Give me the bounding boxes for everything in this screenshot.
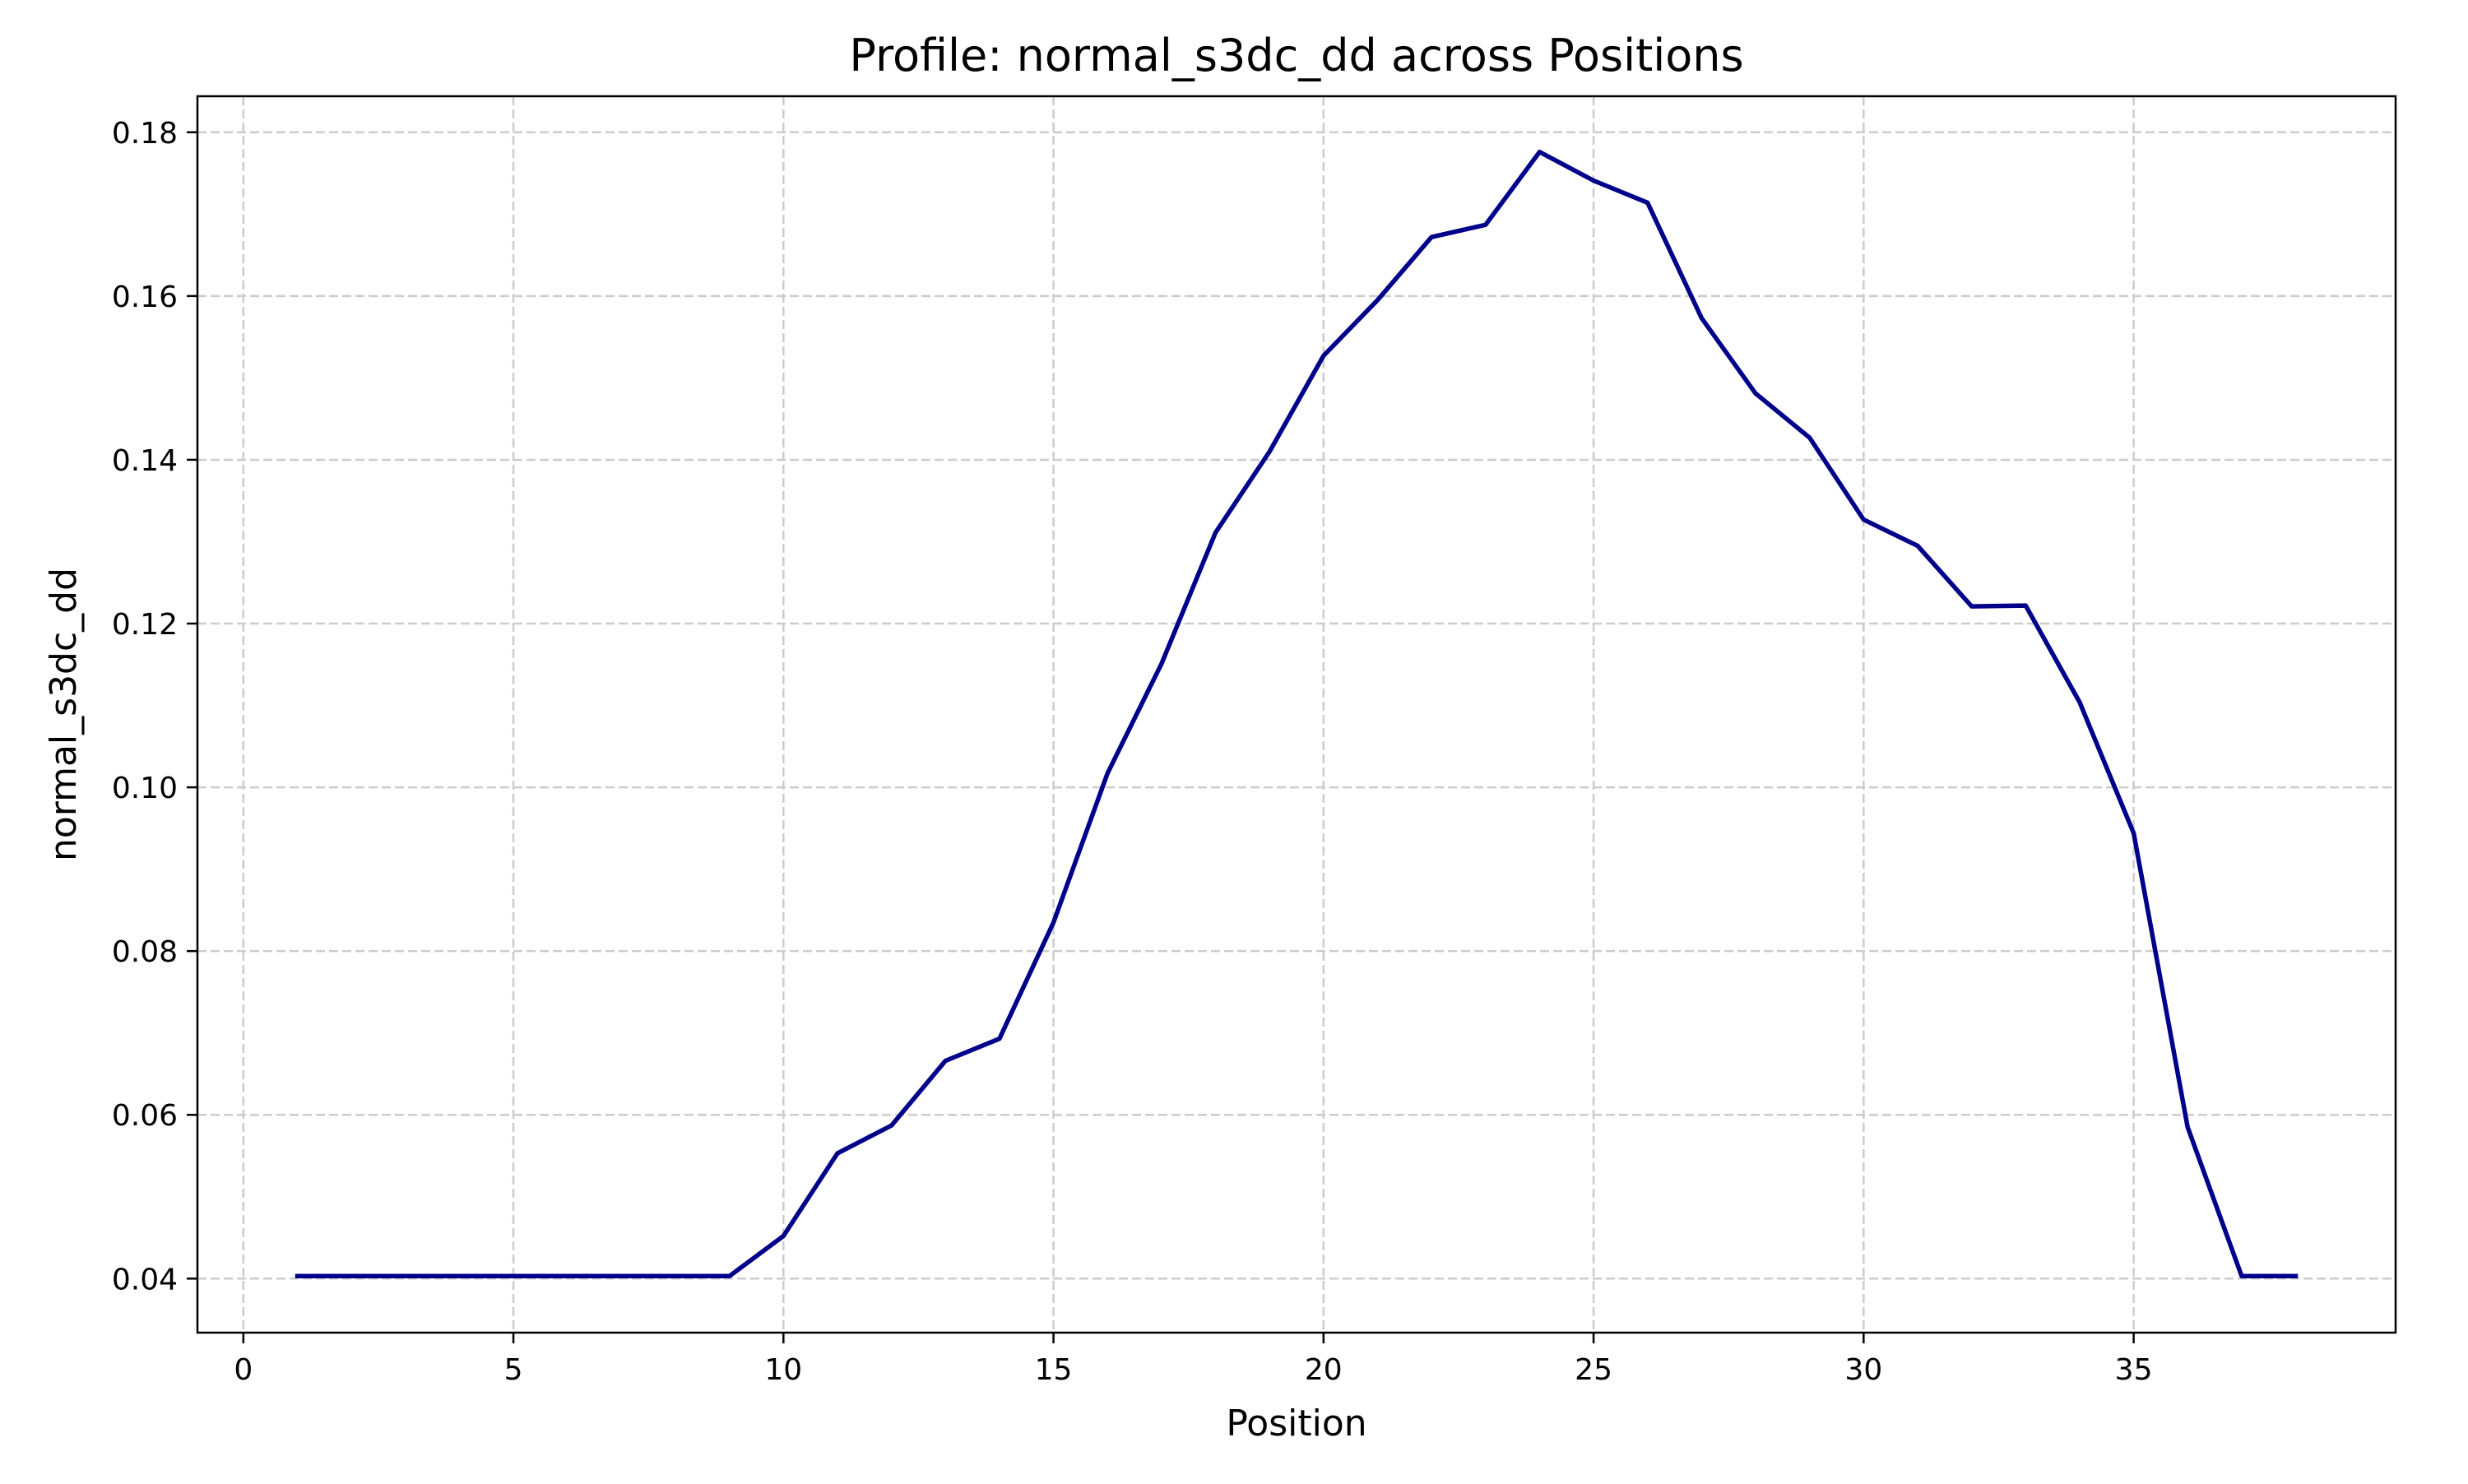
y-tick-label: 0.08 [112,935,178,969]
y-tick-label: 0.16 [112,281,178,314]
y-tick-label: 0.10 [112,772,178,805]
y-tick-label: 0.14 [112,444,178,478]
chart-title: Profile: normal_s3dc_dd across Positions [849,30,1743,81]
y-axis-label: normal_s3dc_dd [43,568,85,861]
x-tick-label: 30 [1844,1353,1882,1387]
plot-frame [196,95,2397,1334]
x-tick-label: 0 [234,1353,253,1387]
x-tick-label: 15 [1035,1353,1073,1387]
grid-layer [197,96,2396,1333]
x-tick-label: 10 [764,1353,802,1387]
x-tick-label: 25 [1575,1353,1612,1387]
y-tick-label: 0.06 [112,1099,178,1133]
x-axis-label: Position [1226,1403,1366,1445]
y-axis: 0.04 0.06 0.08 0.10 0.12 0.14 0.16 0.18 [112,117,197,1296]
y-tick-label: 0.18 [112,117,178,151]
y-tick-label: 0.12 [112,608,178,642]
series-layer [295,149,2299,1279]
x-tick-label: 35 [2115,1353,2153,1387]
x-axis: 0 5 10 15 20 25 30 35 [234,1333,2152,1387]
x-tick-label: 5 [504,1353,523,1387]
series-line [295,149,2299,1279]
x-tick-label: 20 [1305,1353,1343,1387]
y-tick-label: 0.04 [112,1263,178,1296]
